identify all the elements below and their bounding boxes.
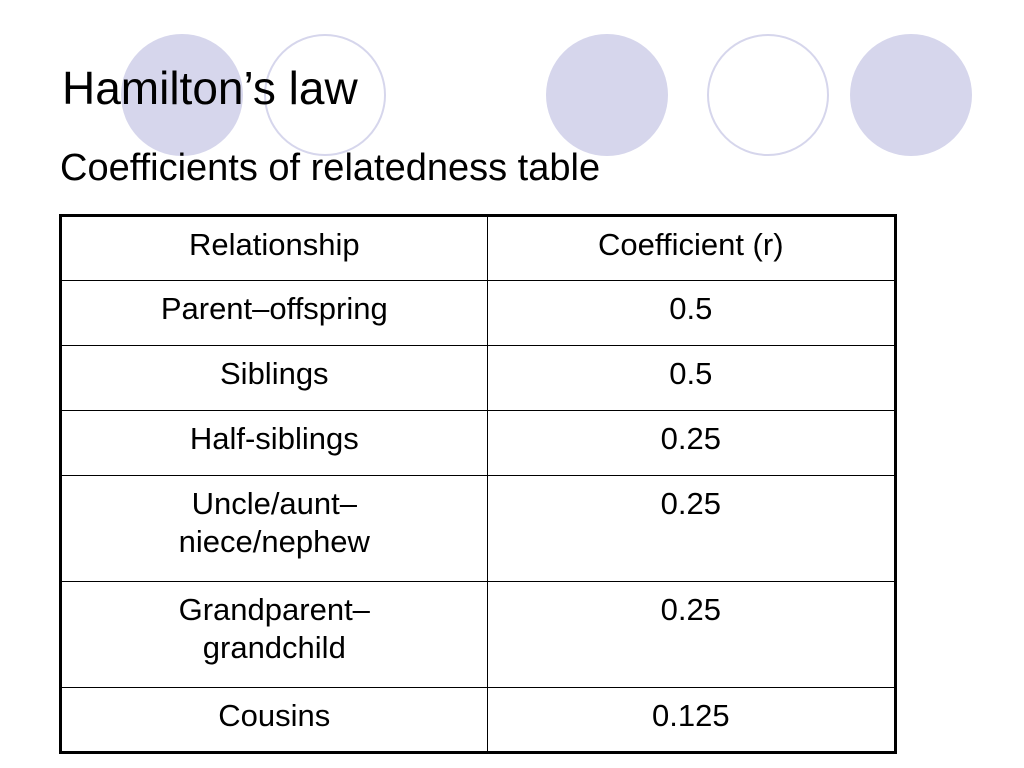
decorative-circle-2 xyxy=(264,34,386,156)
relationship-text: Uncle/aunt– xyxy=(191,486,358,521)
relationship-cell: Cousins xyxy=(60,687,488,753)
relationship-cell: Siblings xyxy=(60,345,488,411)
relationship-text: Cousins xyxy=(218,698,331,733)
relationship-cell: Parent–offspring xyxy=(60,280,488,346)
relationship-cell: Grandparent– grandchild xyxy=(60,581,488,688)
relatedness-table: Relationship Coefficient (r) Parent–offs… xyxy=(59,214,897,754)
table-header-row: Relationship Coefficient (r) xyxy=(60,215,897,281)
table-row: Parent–offspring 0.5 xyxy=(60,280,897,346)
column-header-relationship: Relationship xyxy=(60,215,488,281)
decorative-circle-5 xyxy=(850,34,972,156)
table-row: Grandparent– grandchild 0.25 xyxy=(60,581,897,688)
table-row: Uncle/aunt– niece/nephew 0.25 xyxy=(60,475,897,582)
table-row: Half-siblings 0.25 xyxy=(60,410,897,476)
relationship-cell: Half-siblings xyxy=(60,410,488,476)
relationship-text: niece/nephew xyxy=(178,524,370,559)
coefficient-cell: 0.125 xyxy=(486,687,897,753)
relationship-cell: Uncle/aunt– niece/nephew xyxy=(60,475,488,582)
slide-subtitle: Coefficients of relatedness table xyxy=(60,147,601,189)
relationship-text: Siblings xyxy=(220,356,329,391)
coefficient-cell: 0.5 xyxy=(486,345,897,411)
decorative-circle-3 xyxy=(546,34,668,156)
decorative-circle-4 xyxy=(707,34,829,156)
coefficient-cell: 0.5 xyxy=(486,280,897,346)
column-header-coefficient: Coefficient (r) xyxy=(486,215,897,281)
table-row: Siblings 0.5 xyxy=(60,345,897,411)
relationship-text: Half-siblings xyxy=(189,421,359,456)
relationship-text: grandchild xyxy=(202,630,346,665)
slide-title: Hamilton’s law xyxy=(62,62,358,114)
decorative-circle-1 xyxy=(121,34,243,156)
table-row: Cousins 0.125 xyxy=(60,687,897,753)
relationship-text: Grandparent– xyxy=(178,592,370,627)
relationship-text: Parent–offspring xyxy=(160,291,388,326)
coefficient-cell: 0.25 xyxy=(486,581,897,688)
coefficient-cell: 0.25 xyxy=(486,410,897,476)
coefficient-cell: 0.25 xyxy=(486,475,897,582)
